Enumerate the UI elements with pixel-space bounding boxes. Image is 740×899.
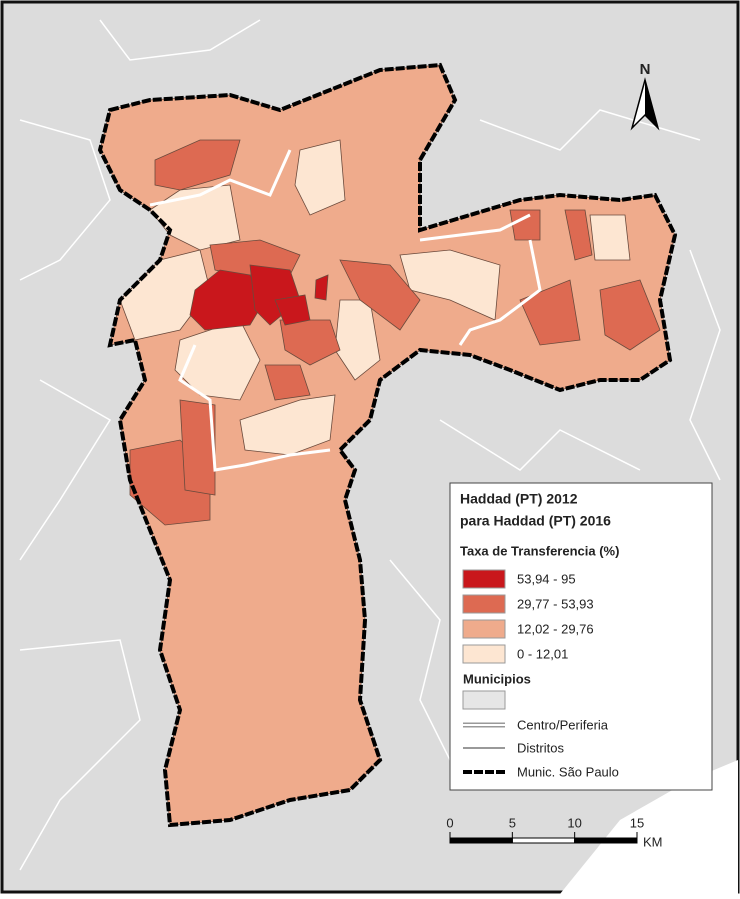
legend-title: Haddad (PT) 2012: [460, 491, 578, 507]
class-label: 29,77 - 53,93: [517, 596, 594, 611]
municipios-label: Municipios: [463, 671, 531, 686]
district: [279, 319, 341, 366]
class-swatch: [462, 594, 506, 614]
scale-unit: KM: [643, 834, 663, 849]
district: [294, 139, 346, 216]
district: [274, 294, 311, 326]
district: [179, 399, 216, 496]
legend-subtitle: para Haddad (PT) 2016: [460, 513, 611, 529]
district: [314, 274, 329, 301]
scale-label: 5: [509, 815, 516, 830]
munic-label: Munic. São Paulo: [517, 764, 619, 779]
district: [599, 279, 661, 351]
districts: [99, 64, 676, 826]
class-label: 12,02 - 29,76: [517, 621, 594, 636]
scale-label: 10: [567, 815, 581, 830]
sea: [560, 760, 738, 894]
district: [564, 209, 593, 261]
district: [339, 259, 421, 331]
municipios-swatch: [462, 690, 506, 710]
class-label: 0 - 12,01: [517, 646, 568, 661]
district: [509, 209, 541, 241]
scale-bar: 0 5 10 15 KM: [446, 815, 662, 849]
class-label: 53,94 - 95: [517, 571, 576, 586]
centro-periferia: [149, 149, 542, 472]
scale-segment: [449, 837, 513, 844]
scale-label: 15: [630, 815, 644, 830]
class-swatch: [462, 644, 506, 664]
city-border: [97, 62, 678, 828]
legend: Haddad (PT) 2012 para Haddad (PT) 2016 T…: [449, 482, 713, 791]
scale-segment: [511, 837, 576, 844]
district: [154, 139, 241, 191]
centro-label: Centro/Periferia: [517, 717, 609, 732]
municipal-borders: [19, 19, 721, 871]
district: [589, 214, 631, 261]
district: [239, 394, 336, 456]
class-swatch: [462, 569, 506, 589]
scale-label: 0: [446, 815, 453, 830]
class-swatch: [462, 619, 506, 639]
north-label: N: [640, 61, 651, 78]
distritos-label: Distritos: [517, 740, 564, 755]
district: [519, 279, 581, 346]
north-arrow-half: [645, 80, 658, 128]
scale-segment: [574, 837, 638, 844]
district: [264, 364, 311, 401]
class-title: Taxa de Transferencia (%): [460, 543, 619, 558]
